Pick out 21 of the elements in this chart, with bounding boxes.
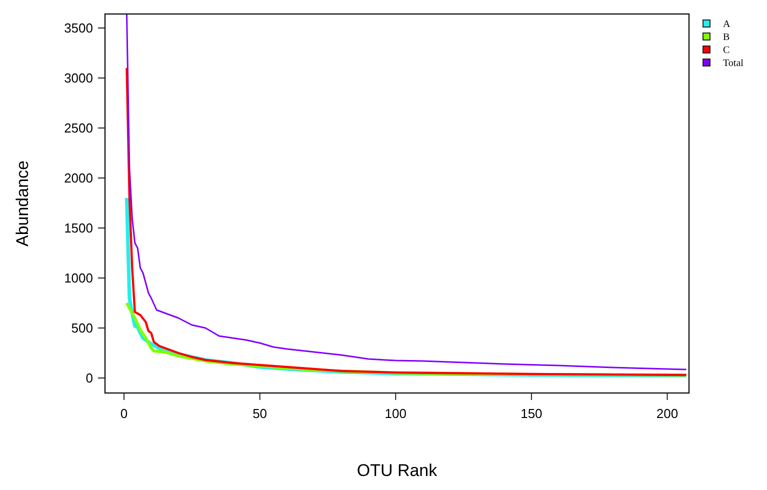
line-series	[126, 66, 688, 376]
y-tick-label: 1000	[64, 270, 93, 286]
line-series	[126, 14, 688, 370]
y-axis-title: Abundance	[13, 160, 32, 247]
legend-label: Total	[723, 58, 744, 69]
y-tick-label: 500	[71, 320, 93, 336]
x-tick-label: 0	[120, 406, 128, 421]
y-tick-label: 2000	[64, 170, 93, 186]
y-tick-label: 3500	[64, 20, 93, 36]
x-axis-title: OTU Rank	[356, 461, 438, 480]
x-tick-label: 50	[252, 406, 268, 421]
y-tick-label: 0	[86, 370, 93, 386]
y-tick-label: 2500	[64, 120, 93, 136]
legend-label: B	[723, 32, 730, 43]
y-tick-label: 1500	[64, 220, 93, 236]
x-tick-label: 100	[384, 406, 406, 421]
y-tick-label: 3000	[64, 70, 93, 86]
legend-label: A	[723, 19, 731, 30]
legend-label: C	[723, 45, 730, 56]
x-tick-label: 150	[520, 406, 542, 421]
x-tick-label: 200	[656, 406, 678, 421]
